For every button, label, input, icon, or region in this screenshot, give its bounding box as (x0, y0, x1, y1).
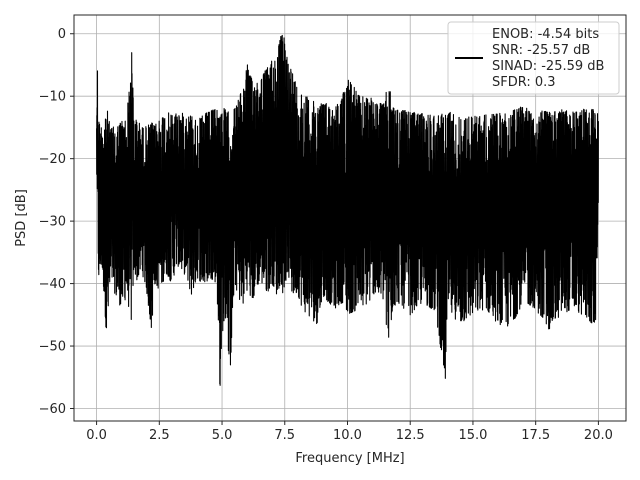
x-tick-label: 7.5 (274, 428, 295, 443)
y-axis-ticks: 0 −10 −20 −30 −40 −50 −60 (39, 27, 74, 417)
legend-sinad: SINAD: -25.59 dB (492, 59, 604, 74)
y-tick-label: −20 (39, 152, 66, 167)
y-tick-label: −10 (39, 90, 66, 105)
x-tick-label: 20.0 (584, 428, 613, 443)
legend-enob: ENOB: -4.54 bits (492, 27, 599, 42)
series-layer (96, 34, 599, 386)
y-tick-label: −60 (39, 402, 66, 417)
y-tick-label: −40 (39, 277, 66, 292)
legend: ENOB: -4.54 bits SNR: -25.57 dB SINAD: -… (447, 21, 620, 95)
x-tick-label: 17.5 (521, 428, 550, 443)
x-tick-label: 0.0 (86, 428, 107, 443)
y-tick-label: 0 (58, 27, 66, 42)
x-tick-label: 15.0 (458, 428, 487, 443)
x-tick-label: 12.5 (396, 428, 425, 443)
y-axis-label: PSD [dB] (14, 189, 29, 247)
x-axis-label: Frequency [MHz] (295, 451, 404, 466)
legend-sfdr: SFDR: 0.3 (492, 75, 556, 90)
y-tick-label: −50 (39, 340, 66, 355)
x-tick-label: 2.5 (149, 428, 170, 443)
y-tick-label: −30 (39, 215, 66, 230)
legend-box (447, 21, 620, 95)
legend-snr: SNR: -25.57 dB (492, 43, 590, 58)
x-tick-label: 5.0 (212, 428, 233, 443)
x-tick-label: 10.0 (333, 428, 362, 443)
x-axis-ticks: 0.0 2.5 5.0 7.5 10.0 12.5 15.0 17.5 20.0 (86, 421, 613, 443)
plot-area (96, 34, 599, 386)
axes-frame (73, 14, 627, 422)
psd-series-line (96, 34, 599, 386)
